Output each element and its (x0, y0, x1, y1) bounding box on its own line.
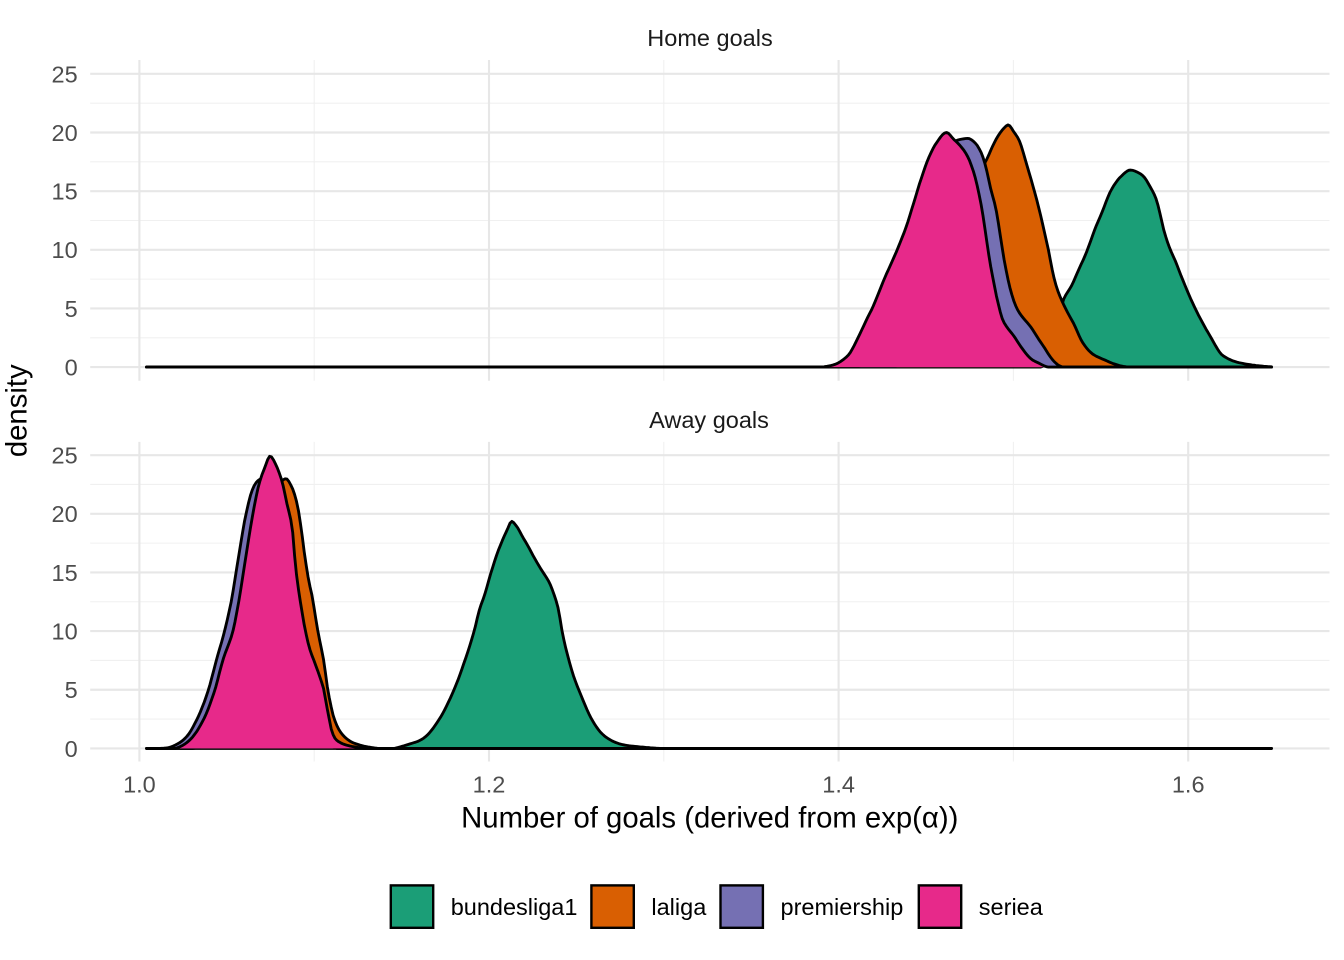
svg-text:10: 10 (52, 237, 78, 263)
svg-text:5: 5 (65, 677, 78, 703)
svg-text:density: density (1, 364, 34, 457)
svg-text:25: 25 (52, 443, 78, 469)
svg-text:20: 20 (52, 501, 78, 527)
svg-text:bundesliga1: bundesliga1 (451, 894, 578, 920)
svg-text:25: 25 (52, 61, 78, 87)
svg-text:laliga: laliga (651, 894, 707, 920)
svg-text:premiership: premiership (781, 894, 904, 920)
svg-text:10: 10 (52, 619, 78, 645)
svg-text:1.4: 1.4 (822, 772, 855, 798)
svg-text:seriea: seriea (979, 894, 1044, 920)
svg-text:Home goals: Home goals (647, 25, 772, 51)
svg-text:1.2: 1.2 (473, 772, 506, 798)
svg-text:Number of goals (derived from: Number of goals (derived from exp(α)) (461, 802, 958, 835)
svg-text:Away goals: Away goals (649, 407, 769, 433)
svg-text:0: 0 (65, 736, 78, 762)
svg-text:1.6: 1.6 (1172, 772, 1205, 798)
svg-text:15: 15 (52, 179, 78, 205)
svg-text:20: 20 (52, 120, 78, 146)
svg-text:15: 15 (52, 560, 78, 586)
svg-text:1.0: 1.0 (123, 772, 156, 798)
svg-text:5: 5 (65, 296, 78, 322)
svg-text:0: 0 (65, 355, 78, 381)
